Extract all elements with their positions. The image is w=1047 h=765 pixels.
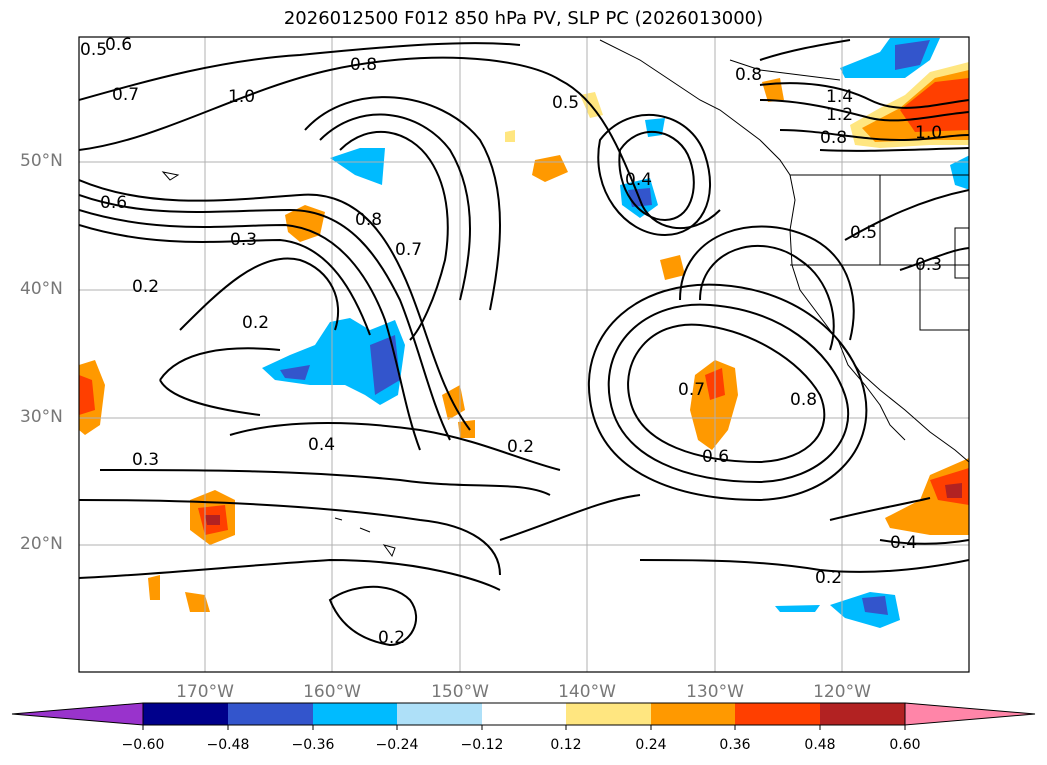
lat-label: 40°N [20, 279, 63, 299]
contour-label: 0.5 [80, 40, 107, 60]
colorbar-bin [482, 703, 566, 725]
colorbar-bin [228, 703, 313, 725]
colorbar-tick-label: 0.24 [635, 737, 667, 753]
colorbar [11, 702, 1036, 730]
contour-label: 0.6 [105, 35, 132, 55]
lat-label: 20°N [20, 534, 63, 554]
lon-label: 150°W [431, 682, 489, 702]
contour-label: 0.4 [890, 533, 917, 553]
contour-label: 0.8 [735, 65, 762, 85]
contour-label: 0.8 [355, 210, 382, 230]
colorbar-tick-label: −0.48 [206, 737, 250, 753]
colorbar-tick-label: 0.12 [550, 737, 582, 753]
contour-label: 1.2 [826, 105, 853, 125]
colorbar-bin [566, 703, 651, 725]
colorbar-bin [143, 703, 228, 725]
colorbar-bin [651, 703, 735, 725]
contour-label: 0.8 [350, 55, 377, 75]
contour-label: 0.2 [507, 437, 534, 457]
map-title: 2026012500 F012 850 hPa PV, SLP PC (2026… [283, 8, 764, 29]
contour-label: 0.8 [790, 390, 817, 410]
colorbar-tick-label: −0.24 [375, 737, 419, 753]
contour-label: 0.2 [815, 568, 842, 588]
colorbar-extend-high [904, 702, 1036, 726]
lon-label: 140°W [558, 682, 616, 702]
contour-label: 0.2 [132, 277, 159, 297]
contour-label: 0.2 [378, 628, 405, 648]
contour-label: 0.4 [308, 435, 335, 455]
colorbar-tick-label: 0.60 [889, 737, 921, 753]
colorbar-extend-low [11, 702, 144, 726]
colorbar-bin [820, 703, 905, 725]
lat-label: 50°N [20, 151, 63, 171]
contour-label: 0.7 [395, 240, 422, 260]
contour-label: 0.3 [230, 230, 257, 250]
lon-label: 160°W [303, 682, 361, 702]
contour-label: 0.2 [242, 313, 269, 333]
contour-label: 1.0 [915, 123, 942, 143]
contour-label: 0.5 [552, 93, 579, 113]
contour-label: 0.5 [850, 223, 877, 243]
colorbar-tick-label: −0.12 [460, 737, 504, 753]
contour-label: 0.4 [625, 170, 652, 190]
contour-label: 0.8 [820, 128, 847, 148]
slp-contours [79, 39, 969, 647]
contour-label: 1.0 [228, 87, 255, 107]
lat-label: 30°N [20, 407, 63, 427]
colorbar-tick-label: 0.36 [719, 737, 751, 753]
coastlines [161, 39, 969, 558]
colorbar-tick-label: −0.36 [291, 737, 335, 753]
contour-label: 0.7 [678, 380, 705, 400]
colorbar-bin [735, 703, 820, 725]
graticule [79, 37, 969, 672]
lon-label: 130°W [686, 682, 744, 702]
colorbar-tick-label: 0.48 [804, 737, 836, 753]
colorbar-bin [313, 703, 397, 725]
contour-label: 0.3 [132, 450, 159, 470]
lon-label: 120°W [813, 682, 871, 702]
colorbar-bin [397, 703, 482, 725]
contour-label: 0.6 [100, 193, 127, 213]
contour-label: 0.6 [702, 447, 729, 467]
contour-label: 0.3 [915, 255, 942, 275]
contour-label: 0.7 [112, 85, 139, 105]
contour-label: 1.4 [826, 87, 853, 107]
lon-label: 170°W [176, 682, 234, 702]
colorbar-tick-label: −0.60 [121, 737, 165, 753]
